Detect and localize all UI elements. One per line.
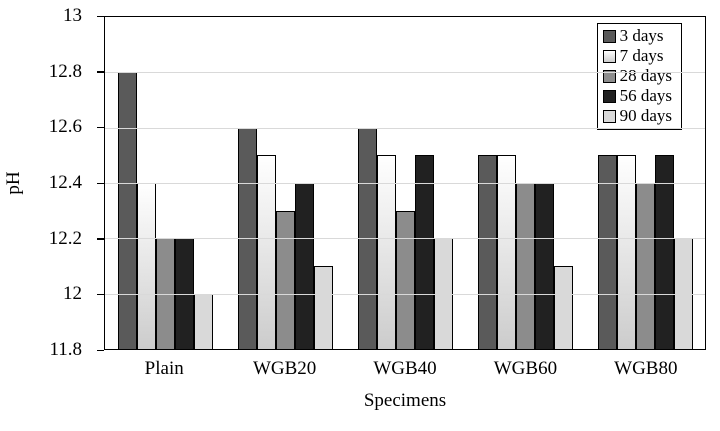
y-tick-mark xyxy=(97,293,104,296)
x-label-wgb40: WGB40 xyxy=(373,358,437,379)
legend-label-7-days: 7 days xyxy=(619,46,664,65)
gridline xyxy=(105,127,705,129)
plot-area: 3 days 7 days 28 days 56 days 90 days xyxy=(104,16,706,350)
x-label-wgb60: WGB60 xyxy=(493,358,558,379)
y-tick-mark xyxy=(97,15,104,17)
gridline xyxy=(105,238,705,240)
bar-7-days-wgb60 xyxy=(496,155,516,349)
y-tick-label: 12 xyxy=(63,283,82,305)
bar-90-days-wgb20 xyxy=(313,266,333,349)
bar-3-days-plain xyxy=(117,72,137,349)
gridline xyxy=(105,183,705,184)
bar-56-days-wgb80 xyxy=(654,155,674,349)
legend-swatch-90-days xyxy=(602,109,616,123)
legend-label-28-days: 28 days xyxy=(619,66,672,85)
y-tick-mark xyxy=(97,349,104,351)
x-label-wgb20: WGB20 xyxy=(252,358,317,379)
bar-56-days-wgb20 xyxy=(294,183,314,349)
x-axis-title: Specimens xyxy=(363,390,447,411)
y-tick-label: 12.2 xyxy=(48,227,82,249)
bar-7-days-wgb40 xyxy=(376,155,396,349)
bar-28-days-wgb20 xyxy=(275,210,295,349)
legend-row-56-days: 56 days xyxy=(602,86,672,106)
legend-row-28-days: 28 days xyxy=(602,66,672,86)
y-tick-label: 12.6 xyxy=(48,116,82,138)
y-tick-label: 12.8 xyxy=(48,60,82,82)
bar-7-days-plain xyxy=(136,183,156,349)
bar-56-days-wgb60 xyxy=(534,183,554,349)
legend: 3 days 7 days 28 days 56 days 90 days xyxy=(596,23,682,130)
bar-group-wgb60 xyxy=(465,17,585,349)
y-tick-label: 13 xyxy=(63,5,82,26)
y-tick-label: 11.8 xyxy=(49,339,82,360)
y-tick-mark xyxy=(97,182,104,184)
gridline xyxy=(105,293,705,295)
y-tick-mark xyxy=(97,126,104,129)
x-axis-labels: Plain WGB20 WGB40 WGB60 WGB80 xyxy=(104,358,706,380)
legend-row-7-days: 7 days xyxy=(602,46,672,66)
x-label-wgb80: WGB80 xyxy=(614,358,678,379)
legend-swatch-56-days xyxy=(602,89,616,103)
y-axis-ticks: 13 12.8 12.6 12.4 12.2 12 11.8 xyxy=(0,5,104,360)
bar-7-days-wgb80 xyxy=(616,155,636,349)
y-tick-mark xyxy=(97,71,104,73)
legend-row-90-days: 90 days xyxy=(602,106,672,126)
bar-3-days-wgb80 xyxy=(597,155,617,349)
legend-label-90-days: 90 days xyxy=(619,106,672,125)
gridline xyxy=(105,72,705,74)
y-tick-label: 12.4 xyxy=(48,172,82,193)
bar-90-days-wgb60 xyxy=(553,266,573,349)
legend-swatch-3-days xyxy=(602,29,616,43)
bar-90-days-plain xyxy=(193,293,213,349)
legend-swatch-7-days xyxy=(602,49,616,63)
bar-28-days-wgb40 xyxy=(395,210,415,349)
bar-28-days-wgb80 xyxy=(635,183,655,349)
legend-label-56-days: 56 days xyxy=(619,86,672,105)
legend-row-3-days: 3 days xyxy=(602,26,672,46)
bar-3-days-wgb60 xyxy=(477,155,497,349)
y-tick-mark xyxy=(97,238,104,240)
bar-7-days-wgb20 xyxy=(256,155,276,349)
bar-56-days-wgb40 xyxy=(414,155,434,349)
x-label-plain: Plain xyxy=(144,358,184,379)
bar-28-days-wgb60 xyxy=(515,183,535,349)
legend-label-3-days: 3 days xyxy=(619,26,664,45)
